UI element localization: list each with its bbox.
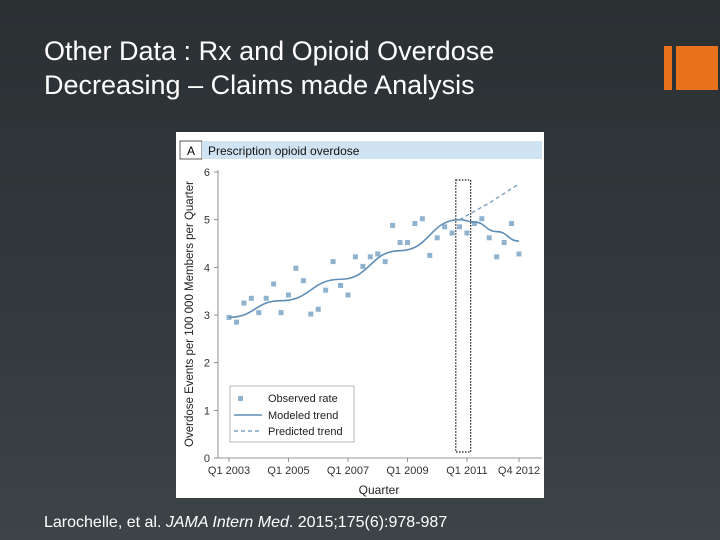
x-tick-label: Q1 2007 xyxy=(327,465,369,477)
observed-point xyxy=(233,319,239,325)
observed-point xyxy=(516,251,522,257)
observed-point xyxy=(471,220,477,226)
x-axis-label: Quarter xyxy=(359,483,400,497)
observed-point xyxy=(271,281,277,287)
observed-point xyxy=(509,220,515,226)
observed-point xyxy=(367,254,373,260)
modeled-trend-line xyxy=(228,218,520,319)
legend: Observed rate Modeled trend Predicted tr… xyxy=(229,385,355,443)
observed-point xyxy=(256,310,262,316)
legend-box xyxy=(229,385,355,443)
chart-svg: A Prescription opioid overdose 0 1 2 3 4 5 6 Q… xyxy=(179,140,542,497)
predicted-trend-line xyxy=(459,183,520,221)
observed-point xyxy=(285,292,291,298)
legend-predicted-label: Predicted trend xyxy=(268,426,343,438)
accent-box xyxy=(676,46,718,90)
citation: Larochelle, et al. JAMA Intern Med. 2015… xyxy=(44,514,447,532)
x-tick-label: Q1 2003 xyxy=(208,465,250,477)
accent-bar xyxy=(664,46,672,90)
observed-point xyxy=(397,240,403,246)
observed-point xyxy=(352,254,358,260)
y-tick-label: 3 xyxy=(204,310,210,322)
observed-point xyxy=(330,259,336,265)
observed-point xyxy=(427,252,433,258)
observed-point xyxy=(375,251,381,257)
observed-point xyxy=(442,224,448,230)
observed-point xyxy=(390,222,396,228)
observed-point xyxy=(494,254,500,260)
observed-point xyxy=(479,216,485,222)
citation-authors: Larochelle, et al. xyxy=(44,514,166,531)
y-tick-label: 2 xyxy=(204,358,210,370)
y-tick-label: 0 xyxy=(204,453,210,465)
title-line-2: Decreasing – Claims made Analysis xyxy=(44,70,475,100)
x-tick-label: Q1 2009 xyxy=(386,465,428,477)
legend-observed-marker xyxy=(238,396,243,401)
observed-point xyxy=(278,310,284,316)
y-tick-label: 6 xyxy=(204,167,210,179)
observed-point xyxy=(345,292,351,298)
observed-point xyxy=(419,216,425,222)
title-line-1: Other Data : Rx and Opioid Overdose xyxy=(44,36,495,66)
observed-point xyxy=(241,300,247,306)
observed-point xyxy=(404,240,410,246)
x-tick-label: Q1 2011 xyxy=(446,465,487,477)
slide-title: Other Data : Rx and Opioid Overdose Decr… xyxy=(44,34,644,102)
intervention-window xyxy=(455,179,472,453)
observed-point xyxy=(382,259,388,265)
observed-point xyxy=(501,240,507,246)
y-tick-label: 5 xyxy=(204,215,210,227)
observed-point xyxy=(457,224,463,230)
panel-label: A xyxy=(187,144,195,158)
observed-point xyxy=(248,295,254,301)
observed-point xyxy=(360,263,366,269)
observed-point xyxy=(434,235,440,241)
observed-point xyxy=(263,295,269,301)
observed-point xyxy=(323,287,329,293)
observed-point xyxy=(486,235,492,241)
citation-journal: JAMA Intern Med xyxy=(165,514,289,531)
x-tick-label: Q4 2012 xyxy=(498,465,540,477)
y-axis-label: Overdose Events per 100 000 Members per … xyxy=(184,181,196,447)
observed-point xyxy=(464,230,470,236)
observed-point xyxy=(315,306,321,312)
citation-details: . 2015;175(6):978-987 xyxy=(288,514,448,531)
observed-point xyxy=(449,230,455,236)
observed-point xyxy=(300,278,306,284)
observed-point xyxy=(293,265,299,271)
x-tick-label: Q1 2005 xyxy=(267,465,309,477)
legend-modeled-label: Modeled trend xyxy=(268,410,338,422)
chart-title-band xyxy=(202,141,542,159)
observed-point xyxy=(412,220,418,226)
legend-observed-label: Observed rate xyxy=(268,393,338,405)
observed-point xyxy=(338,282,344,288)
chart-figure: A Prescription opioid overdose 0 1 2 3 4 5 6 Q… xyxy=(176,132,544,498)
observed-point xyxy=(308,311,314,317)
chart-title: Prescription opioid overdose xyxy=(208,144,360,158)
y-tick-label: 1 xyxy=(204,405,210,417)
y-tick-label: 4 xyxy=(204,262,210,274)
